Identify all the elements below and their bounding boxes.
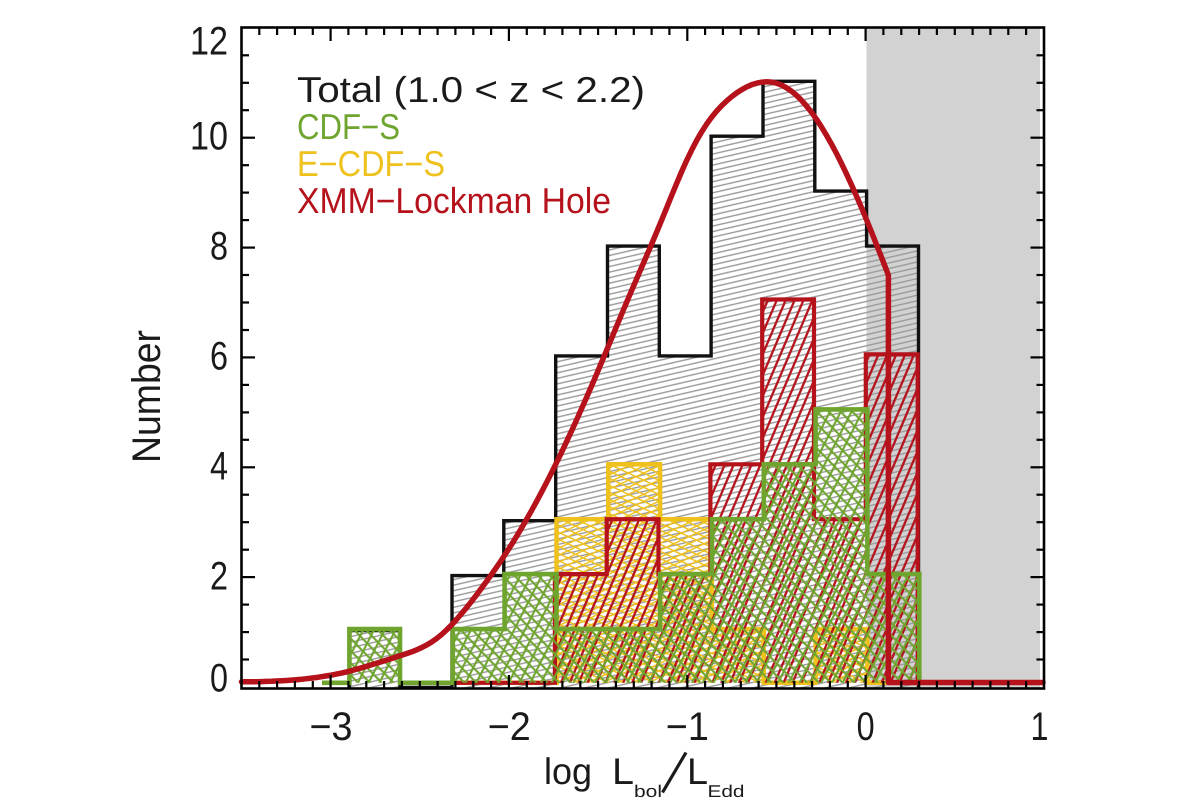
- svg-text:6: 6: [210, 335, 228, 379]
- svg-text:E−CDF−S: E−CDF−S: [297, 143, 445, 184]
- svg-text:bol: bol: [634, 782, 662, 800]
- svg-text:0: 0: [857, 705, 875, 749]
- svg-text:0: 0: [210, 657, 228, 701]
- svg-text:2: 2: [210, 555, 228, 599]
- svg-text:8: 8: [210, 225, 228, 269]
- svg-text:Number: Number: [125, 330, 169, 463]
- svg-text:12: 12: [190, 20, 228, 64]
- svg-text:L: L: [612, 751, 634, 792]
- svg-text:log: log: [544, 751, 592, 792]
- svg-text:10: 10: [190, 115, 228, 159]
- svg-text:−1: −1: [666, 705, 709, 749]
- svg-text:Total (1.0 < z < 2.2): Total (1.0 < z < 2.2): [297, 69, 645, 110]
- svg-text:XMM−Lockman Hole: XMM−Lockman Hole: [297, 180, 611, 221]
- svg-text:CDF−S: CDF−S: [297, 106, 400, 147]
- svg-text:1: 1: [1031, 705, 1049, 749]
- svg-text:Edd: Edd: [708, 782, 745, 800]
- svg-text:L: L: [687, 751, 708, 792]
- svg-text:−2: −2: [488, 705, 531, 749]
- svg-text:4: 4: [210, 445, 228, 489]
- svg-text:−3: −3: [310, 705, 353, 749]
